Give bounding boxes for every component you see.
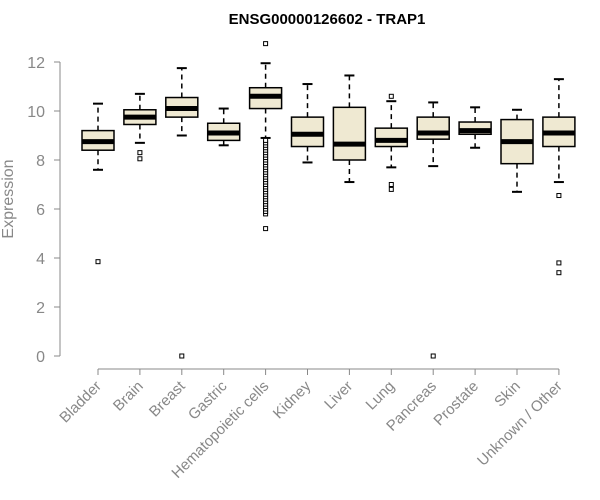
outlier-point [388,182,394,187]
x-tick-label: Breast [146,377,189,420]
x-tick-label: Kidney [270,377,315,422]
outlier-point [263,226,269,232]
y-axis-label: Expression [0,159,17,238]
y-tick-label: 10 [27,104,45,121]
box-iqr [416,116,450,140]
box-iqr [374,127,409,148]
y-tick-label: 0 [36,349,45,366]
box-group [248,41,283,232]
outlier-point [430,353,436,359]
x-tick-label: Liver [321,378,356,413]
y-axis: 0 2 4 6 8 10 12 [27,55,61,366]
box-group [206,107,241,147]
box-iqr [332,106,367,161]
outlier-point [263,137,269,143]
outlier-point [556,270,562,276]
box-group [374,93,409,192]
x-tick-label: Lung [363,378,399,414]
box-group [123,92,157,162]
y-tick-label: 12 [27,55,45,72]
box-group [458,106,492,149]
outlier-point [388,186,394,192]
y-tick-label: 4 [36,251,45,268]
box-group [81,102,115,265]
outlier-point [556,260,562,266]
outlier-point [388,93,394,99]
box-group [542,78,576,276]
x-tick-label: Brain [110,378,147,415]
y-tick-label: 2 [36,300,45,317]
x-tick-label: Skin [491,378,524,411]
y-tick-label: 8 [36,153,45,170]
box-group [290,83,325,164]
x-tick-label: Bladder [56,378,105,427]
outlier-point [95,259,101,265]
outlier-point [556,193,562,199]
box-group [332,74,367,184]
box-group [416,101,450,359]
outlier-point [137,156,143,162]
box-series [81,41,576,359]
outlier-point [263,41,269,47]
y-tick-label: 6 [36,202,45,219]
box-group [165,67,199,359]
x-tick-label: Prostate [430,378,482,430]
chart-title: ENSG00000126602 - TRAP1 [229,11,426,28]
box-group [500,108,534,193]
outlier-point [179,353,185,359]
outlier-point [137,150,143,156]
